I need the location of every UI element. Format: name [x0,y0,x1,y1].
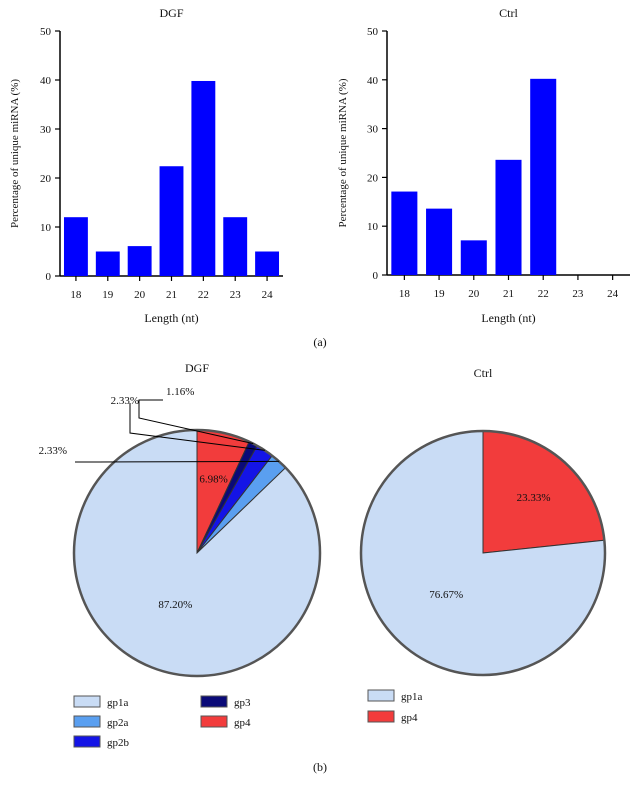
x-tick-label: 20 [134,289,146,301]
legend-label-gp1a: gp1a [107,697,129,709]
y-tick-label: 50 [40,26,52,38]
chart-title: DGF [159,6,183,20]
legend-label-gp4: gp4 [234,717,251,729]
bar-chart-ctrl: 0 10 20 30 40 50 18 19 20 21 22 23 24 Ctrl Length (nt)… [337,6,630,325]
bar-21 [159,166,184,276]
bar-22 [191,80,216,276]
slice-label-gp1a: 76.67% [429,589,463,601]
bar-18 [391,191,418,275]
bar-20 [127,246,152,276]
y-tick-label: 40 [367,75,379,87]
slice-label-gp3: 1.16% [166,386,194,398]
y-tick-label: 20 [367,172,379,184]
legend-label-gp2b: gp2b [107,737,130,749]
slice-label-gp1a: 87.20% [158,599,192,611]
y-tick-label: 10 [40,222,52,234]
x-tick-label: 21 [166,289,177,301]
legend-label-gp4: gp4 [401,712,418,724]
slice-label-gp2b: 2.33% [111,395,139,407]
bar-24 [255,251,280,276]
chart-title: Ctrl [499,6,518,20]
legend-swatch-gp4 [367,710,395,723]
y-tick-label: 0 [373,270,379,282]
x-axis-label: Length (nt) [144,311,198,325]
callout-line-gp2b [129,403,265,451]
legend-label-gp3: gp3 [234,697,251,709]
bar-chart-dgf: 0 10 20 30 40 50 18 19 20 21 22 23 24 DGF Length (nt) P… [9,6,283,325]
y-tick-label: 40 [40,75,52,87]
pie-chart-dgf: DGF 6.98% 1.16% 2.33% 2.33% 87.20% gp1a gp2a gp2… [39,361,322,749]
bar-21 [495,159,522,275]
bar-23 [223,217,248,276]
bar-19 [426,208,453,275]
legend-swatch-gp1a [73,695,101,708]
x-tick-label: 18 [399,288,411,300]
y-tick-label: 50 [367,26,379,38]
x-tick-label: 23 [230,289,242,301]
pie-chart-ctrl: Ctrl 23.33% 76.67% gp1a gp4 [359,366,607,724]
callout-line-gp3 [138,399,254,445]
chart-title: Ctrl [474,366,493,380]
legend-swatch-gp2b [73,735,101,748]
legend-swatch-gp3 [200,695,228,708]
x-tick-label: 19 [434,288,446,300]
pie-outline [72,428,322,678]
y-tick-label: 20 [40,173,52,185]
bar-18 [63,217,88,276]
x-tick-label: 24 [262,289,274,301]
caption-a: (a) [313,335,326,349]
bar-19 [95,251,120,276]
legend-swatch-gp2a [73,715,101,728]
y-tick-label: 30 [367,124,379,136]
legend-label-gp1a: gp1a [401,691,423,703]
x-tick-label: 23 [572,288,584,300]
x-tick-label: 18 [70,289,82,301]
x-tick-label: 20 [468,288,480,300]
legend-swatch-gp4 [200,715,228,728]
slice-label-gp4: 23.33% [517,492,551,504]
y-tick-label: 30 [40,124,52,136]
y-axis-label: Percentage of unique miRNA (%) [9,79,21,228]
x-axis-label: Length (nt) [481,311,535,325]
slice-label-gp2a: 2.33% [39,445,67,457]
y-axis-label: Percentage of unique miRNA (%) [337,78,349,227]
chart-title: DGF [185,361,209,375]
bar-20 [460,240,487,275]
x-tick-label: 22 [538,288,549,300]
bar-22 [530,78,557,275]
caption-b: (b) [313,760,327,774]
y-tick-label: 10 [367,221,379,233]
x-tick-label: 22 [198,289,209,301]
x-tick-label: 19 [102,289,114,301]
legend-swatch-gp1a [367,689,395,702]
x-tick-label: 21 [503,288,514,300]
callout-line-gp2a [75,460,280,463]
slice-label-gp4: 6.98% [199,474,227,486]
legend-label-gp2a: gp2a [107,717,129,729]
pie-outline [359,429,607,677]
y-tick-label: 0 [46,271,52,283]
x-tick-label: 24 [607,288,619,300]
